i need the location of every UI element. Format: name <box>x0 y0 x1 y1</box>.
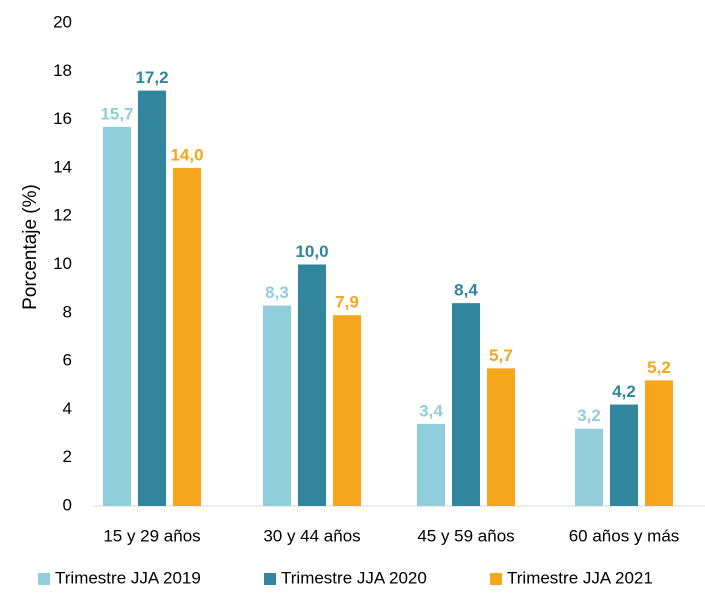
x-category-label: 60 años y más <box>569 526 680 545</box>
y-tick-label: 6 <box>63 351 72 370</box>
bar <box>487 368 515 506</box>
y-tick-label: 4 <box>63 399 72 418</box>
y-tick-label: 10 <box>53 254 72 273</box>
legend-label: Trimestre JJA 2020 <box>281 568 427 587</box>
legend-label: Trimestre JJA 2021 <box>507 568 653 587</box>
legend-swatch <box>38 573 50 585</box>
bar <box>610 404 638 506</box>
bar <box>298 264 326 506</box>
y-tick-label: 18 <box>53 61 72 80</box>
data-label: 14,0 <box>170 145 203 164</box>
x-category-label: 30 y 44 años <box>263 526 360 545</box>
data-label: 17,2 <box>135 68 168 87</box>
bars <box>103 90 673 507</box>
y-tick-label: 16 <box>53 109 72 128</box>
y-tick-label: 12 <box>53 206 72 225</box>
y-tick-label: 0 <box>63 495 72 514</box>
data-label: 8,3 <box>265 283 289 302</box>
data-label: 15,7 <box>100 104 133 123</box>
bar <box>333 315 361 506</box>
data-labels: 15,7 8,3 3,4 3,2 17,2 10,0 8,4 4,2 14,0 7,9 5,7 5,2 <box>100 68 670 425</box>
axes: 0 2 4 6 8 10 12 14 16 18 20 15 y 29 años 30 y 44 año… <box>53 12 705 545</box>
bar <box>103 126 131 506</box>
x-category-label: 45 y 59 años <box>417 526 514 545</box>
legend-swatch <box>264 573 276 585</box>
y-tick-label: 2 <box>63 447 72 466</box>
data-label: 3,4 <box>419 401 443 420</box>
legend: Trimestre JJA 2019 Trimestre JJA 2020 Trim… <box>38 568 653 587</box>
y-tick-label: 8 <box>63 302 72 321</box>
data-label: 5,2 <box>647 358 671 377</box>
y-axis-title: Porcentaje (%) <box>20 184 41 310</box>
data-label: 5,7 <box>489 346 513 365</box>
data-label: 3,2 <box>577 406 601 425</box>
x-category-label: 15 y 29 años <box>103 526 200 545</box>
y-tick-label: 14 <box>53 157 72 176</box>
bar <box>452 303 480 506</box>
legend-label: Trimestre JJA 2019 <box>55 568 201 587</box>
data-label: 10,0 <box>295 242 328 261</box>
bar <box>173 167 201 506</box>
data-label: 8,4 <box>454 281 478 300</box>
data-label: 7,9 <box>335 293 359 312</box>
bar <box>575 428 603 506</box>
y-tick-label: 20 <box>53 12 72 31</box>
legend-swatch <box>490 573 502 585</box>
bar <box>417 423 445 506</box>
data-label: 4,2 <box>612 382 636 401</box>
bar <box>138 90 166 507</box>
bar <box>263 305 291 506</box>
bar <box>645 380 673 506</box>
